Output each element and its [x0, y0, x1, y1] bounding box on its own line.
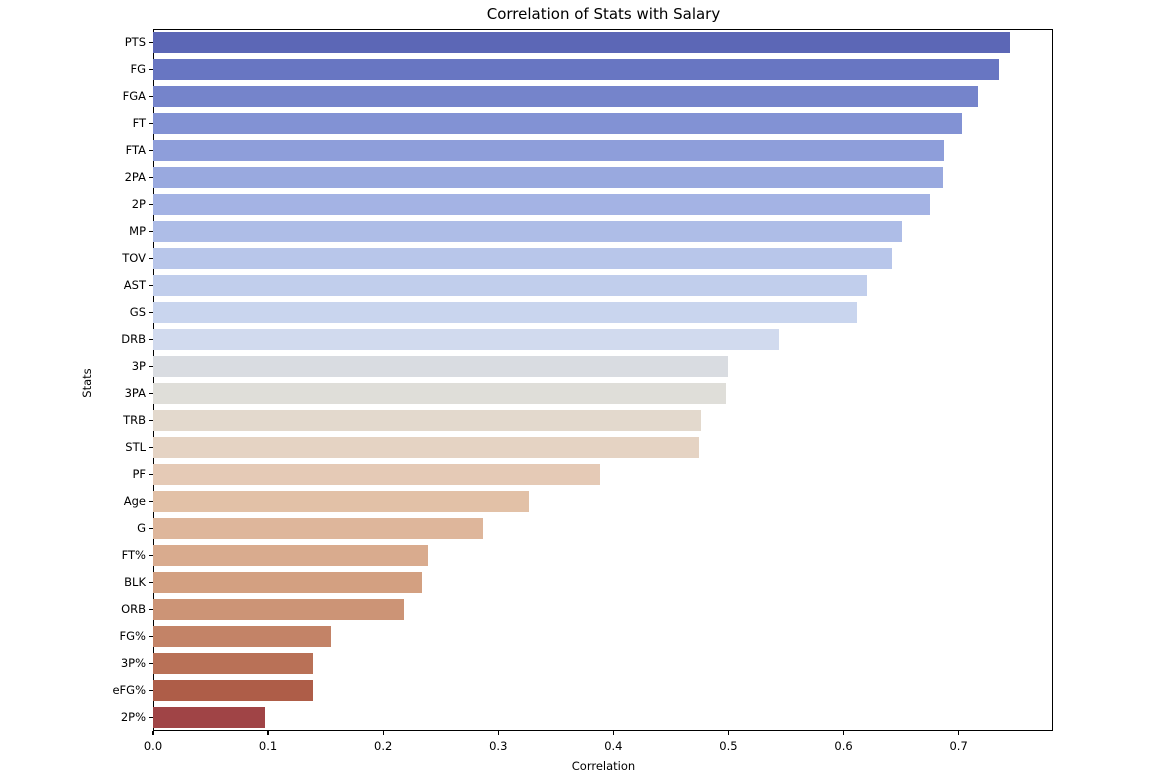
- y-tick-mark: [149, 608, 153, 611]
- bar-AST: [153, 274, 867, 297]
- x-tick-label-0.2: 0.2: [374, 739, 393, 753]
- y-tick-label-G: G: [137, 520, 146, 535]
- y-tick-mark: [149, 95, 153, 98]
- x-tick-mark: [497, 731, 499, 735]
- bar-BLK: [153, 571, 423, 594]
- x-tick-mark: [957, 731, 960, 735]
- x-tick-label-0.4: 0.4: [604, 739, 623, 753]
- x-tick-mark: [842, 731, 845, 735]
- y-tick-mark: [149, 689, 153, 692]
- y-tick-mark: [149, 284, 153, 287]
- bar-2P%: [153, 706, 265, 729]
- x-tick-mark: [727, 731, 730, 735]
- y-tick-mark: [149, 716, 153, 719]
- y-tick-mark: [149, 176, 153, 179]
- bar-GS: [153, 301, 858, 324]
- y-tick-mark: [149, 419, 153, 422]
- y-tick-mark: [149, 149, 153, 152]
- y-tick-label-3P: 3P: [131, 358, 146, 373]
- x-tick-label-0.3: 0.3: [489, 739, 508, 753]
- bar-STL: [153, 436, 699, 459]
- y-tick-label-MP: MP: [129, 223, 146, 238]
- bar-G: [153, 517, 484, 540]
- y-tick-mark: [149, 41, 153, 44]
- y-tick-mark: [149, 311, 153, 314]
- bar-FTA: [153, 139, 944, 162]
- y-axis-label: Stats: [80, 368, 94, 398]
- bar-FG: [153, 58, 999, 81]
- y-tick-label-DRB: DRB: [121, 331, 146, 346]
- bar-3P%: [153, 652, 313, 675]
- y-tick-label-2P: 2P: [131, 196, 146, 211]
- y-tick-label-Age: Age: [123, 493, 146, 508]
- bar-FGA: [153, 85, 979, 108]
- y-tick-mark: [149, 581, 153, 584]
- y-tick-label-FG: FG: [130, 61, 146, 76]
- y-tick-label-3PA: 3PA: [124, 385, 146, 400]
- y-tick-label-GS: GS: [129, 304, 146, 319]
- y-tick-label-STL: STL: [125, 439, 146, 454]
- bar-TOV: [153, 247, 892, 270]
- x-tick-label-0.0: 0.0: [143, 739, 163, 753]
- y-tick-label-2P%: 2P%: [120, 709, 146, 724]
- y-tick-label-FT%: FT%: [121, 547, 146, 562]
- y-tick-mark: [149, 527, 153, 530]
- y-tick-mark: [149, 257, 153, 260]
- x-tick-label-0.7: 0.7: [949, 739, 968, 753]
- y-tick-label-FGA: FGA: [122, 88, 146, 103]
- y-tick-mark: [149, 338, 153, 341]
- y-tick-label-FTA: FTA: [125, 142, 146, 157]
- x-tick-mark: [612, 731, 614, 735]
- y-tick-label-ORB: ORB: [121, 601, 146, 616]
- y-tick-mark: [149, 203, 153, 206]
- x-axis-label: Correlation: [571, 759, 636, 773]
- bar-FT%: [153, 544, 429, 567]
- y-tick-mark: [149, 68, 153, 71]
- y-tick-mark: [149, 392, 153, 395]
- bar-FT: [153, 112, 963, 135]
- bar-3PA: [153, 382, 727, 405]
- x-tick-label-0.5: 0.5: [719, 739, 738, 753]
- bar-FG%: [153, 625, 332, 648]
- y-tick-mark: [149, 365, 153, 368]
- y-tick-label-3P%: 3P%: [120, 655, 146, 670]
- bar-DRB: [153, 328, 780, 351]
- y-tick-mark: [149, 662, 153, 665]
- bar-2PA: [153, 166, 943, 189]
- bar-3P: [153, 355, 729, 378]
- bar-TRB: [153, 409, 701, 432]
- x-tick-mark: [382, 731, 384, 735]
- y-tick-mark: [149, 122, 153, 125]
- y-tick-label-FT: FT: [132, 115, 146, 130]
- y-tick-label-TOV: TOV: [122, 250, 146, 265]
- bar-MP: [153, 220, 903, 243]
- y-tick-label-TRB: TRB: [123, 412, 146, 427]
- x-tick-label-0.1: 0.1: [258, 739, 278, 753]
- y-tick-mark: [149, 500, 153, 503]
- y-tick-label-2PA: 2PA: [124, 169, 146, 184]
- bar-PF: [153, 463, 600, 486]
- y-tick-mark: [149, 554, 153, 557]
- bar-PTS: [153, 31, 1011, 54]
- y-tick-mark: [149, 230, 153, 233]
- bar-ORB: [153, 598, 404, 621]
- bar-Age: [153, 490, 530, 513]
- x-tick-mark: [267, 731, 269, 735]
- y-tick-label-PTS: PTS: [124, 34, 146, 49]
- y-tick-label-PF: PF: [132, 466, 146, 481]
- y-tick-mark: [149, 446, 153, 449]
- y-tick-label-BLK: BLK: [124, 574, 146, 589]
- y-tick-mark: [149, 473, 153, 476]
- x-tick-mark: [152, 731, 154, 735]
- y-tick-label-FG%: FG%: [119, 628, 146, 643]
- chart-title: Correlation of Stats with Salary: [486, 5, 721, 23]
- bar-2P: [153, 193, 930, 216]
- y-tick-mark: [149, 635, 153, 638]
- bar-eFG%: [153, 679, 313, 702]
- y-tick-label-AST: AST: [123, 277, 146, 292]
- y-tick-label-eFG%: eFG%: [112, 682, 146, 697]
- x-tick-label-0.6: 0.6: [834, 739, 853, 753]
